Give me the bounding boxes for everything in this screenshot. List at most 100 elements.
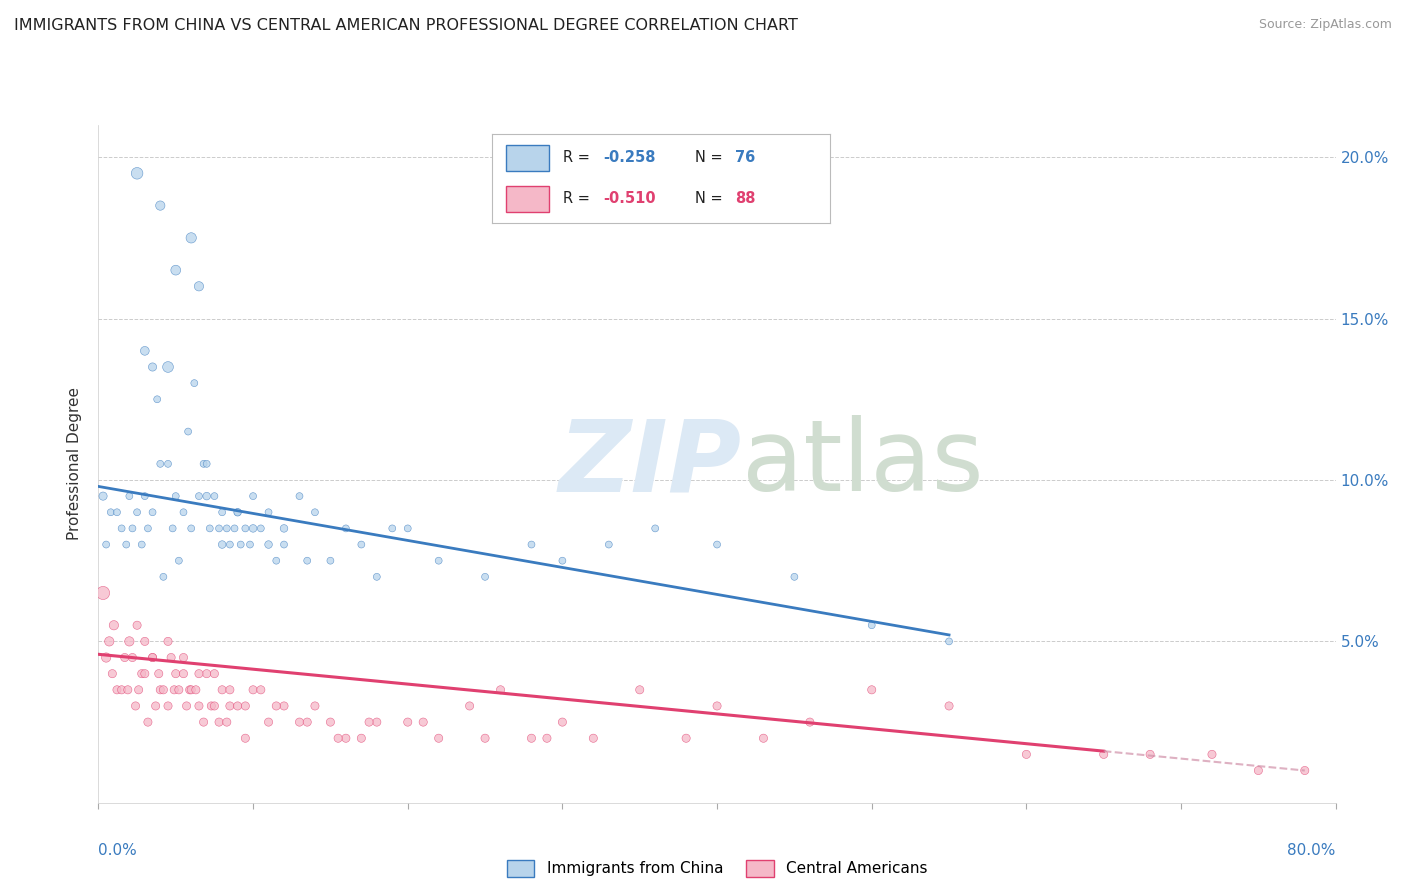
- Point: [100, 505, 122, 519]
- Point: [160, 650, 183, 665]
- Point: [121, 521, 143, 535]
- Point: [938, 634, 960, 648]
- Point: [266, 698, 288, 713]
- Point: [173, 666, 195, 681]
- Text: -0.258: -0.258: [603, 151, 657, 165]
- Point: [142, 505, 165, 519]
- Point: [195, 666, 218, 681]
- Point: [335, 521, 357, 535]
- Point: [520, 731, 543, 746]
- Point: [177, 425, 200, 439]
- Point: [257, 505, 280, 519]
- Point: [224, 521, 246, 535]
- Point: [326, 731, 350, 746]
- Point: [297, 715, 319, 730]
- Point: [582, 731, 605, 746]
- Point: [381, 521, 404, 535]
- Point: [204, 489, 226, 503]
- Point: [131, 537, 153, 551]
- Point: [208, 521, 231, 535]
- Point: [188, 279, 211, 293]
- Point: [226, 505, 249, 519]
- Text: IMMIGRANTS FROM CHINA VS CENTRAL AMERICAN PROFESSIONAL DEGREE CORRELATION CHART: IMMIGRANTS FROM CHINA VS CENTRAL AMERICA…: [14, 18, 799, 33]
- Point: [257, 715, 280, 730]
- Point: [1015, 747, 1038, 762]
- Point: [412, 715, 434, 730]
- Point: [273, 698, 295, 713]
- Point: [266, 554, 288, 568]
- Point: [131, 666, 153, 681]
- Text: atlas: atlas: [742, 416, 983, 512]
- Point: [396, 715, 419, 730]
- Point: [142, 359, 165, 374]
- Point: [799, 715, 821, 730]
- Point: [127, 505, 149, 519]
- Point: [105, 682, 128, 697]
- Text: N =: N =: [695, 192, 727, 206]
- Point: [350, 731, 373, 746]
- Point: [101, 666, 124, 681]
- Point: [165, 489, 187, 503]
- Point: [136, 521, 159, 535]
- Point: [195, 457, 218, 471]
- Text: 0.0%: 0.0%: [98, 844, 138, 858]
- Point: [117, 682, 139, 697]
- Point: [157, 634, 180, 648]
- Point: [860, 618, 883, 632]
- Point: [149, 457, 172, 471]
- Point: [1294, 764, 1316, 778]
- Text: 80.0%: 80.0%: [1288, 844, 1336, 858]
- Point: [644, 521, 666, 535]
- Point: [183, 376, 205, 391]
- Point: [396, 521, 419, 535]
- Point: [179, 682, 201, 697]
- Point: [142, 650, 165, 665]
- Point: [219, 682, 242, 697]
- Point: [1139, 747, 1161, 762]
- Point: [198, 521, 221, 535]
- Point: [165, 666, 187, 681]
- Bar: [506, 145, 550, 171]
- Point: [211, 505, 233, 519]
- Point: [145, 698, 167, 713]
- Text: Source: ZipAtlas.com: Source: ZipAtlas.com: [1258, 18, 1392, 31]
- Point: [134, 666, 156, 681]
- Text: ZIP: ZIP: [558, 416, 742, 512]
- Point: [103, 618, 125, 632]
- Point: [96, 650, 118, 665]
- Point: [297, 554, 319, 568]
- Text: R =: R =: [562, 151, 595, 165]
- Point: [938, 698, 960, 713]
- Point: [105, 505, 128, 519]
- Point: [273, 521, 295, 535]
- Text: N =: N =: [695, 151, 727, 165]
- Point: [242, 489, 264, 503]
- Point: [242, 682, 264, 697]
- Point: [152, 570, 174, 584]
- Point: [204, 666, 226, 681]
- Point: [335, 731, 357, 746]
- Point: [458, 698, 481, 713]
- Point: [180, 521, 202, 535]
- Point: [200, 698, 222, 713]
- Point: [551, 554, 574, 568]
- Point: [152, 682, 174, 697]
- Text: 88: 88: [735, 192, 755, 206]
- Point: [188, 489, 211, 503]
- Point: [188, 666, 211, 681]
- Y-axis label: Professional Degree: Professional Degree: [67, 387, 83, 541]
- Point: [706, 698, 728, 713]
- Point: [235, 698, 257, 713]
- Point: [229, 537, 252, 551]
- Point: [1201, 747, 1223, 762]
- Point: [219, 698, 242, 713]
- Point: [257, 537, 280, 551]
- Point: [250, 682, 273, 697]
- Point: [860, 682, 883, 697]
- Point: [157, 359, 180, 374]
- Point: [783, 570, 806, 584]
- Point: [273, 537, 295, 551]
- Point: [211, 537, 233, 551]
- Point: [235, 731, 257, 746]
- Point: [211, 682, 233, 697]
